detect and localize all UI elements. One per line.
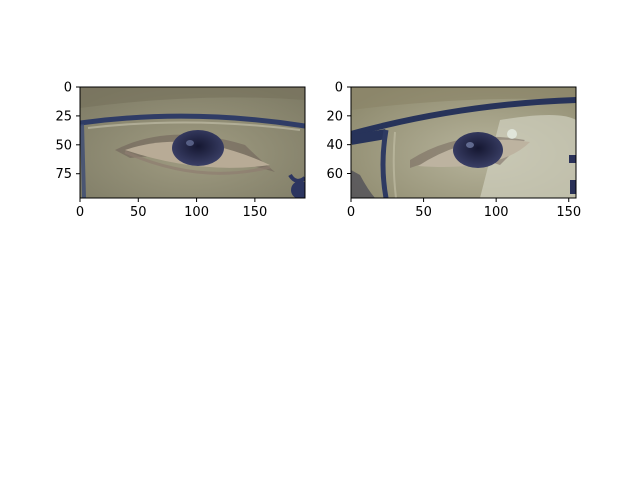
left-eye-panel: 0 50 100 150 0 25 50 75 bbox=[55, 81, 306, 221]
left-axis-ticks: 0 50 100 150 0 25 50 75 bbox=[55, 81, 267, 221]
left-x-tick-label: 50 bbox=[130, 205, 147, 220]
right-y-tick-label: 20 bbox=[326, 109, 343, 124]
left-y-tick-label: 25 bbox=[55, 109, 72, 124]
right-eye-panel: 0 50 100 150 0 20 40 60 bbox=[326, 81, 581, 221]
left-y-tick-label: 50 bbox=[55, 138, 72, 153]
right-x-tick-label: 0 bbox=[347, 205, 355, 220]
right-x-tick-label: 150 bbox=[556, 205, 581, 220]
right-axis-ticks: 0 50 100 150 0 20 40 60 bbox=[326, 81, 581, 221]
left-x-tick-label: 150 bbox=[242, 205, 267, 220]
right-axes-frame bbox=[350, 86, 577, 199]
left-x-tick-label: 0 bbox=[76, 205, 84, 220]
right-eye-image bbox=[351, 87, 576, 198]
right-x-tick-label: 50 bbox=[415, 205, 432, 220]
left-y-tick-label: 0 bbox=[64, 81, 72, 96]
left-eye-image bbox=[80, 87, 305, 198]
right-y-tick-label: 60 bbox=[326, 167, 343, 182]
right-x-tick-label: 100 bbox=[484, 205, 509, 220]
left-x-tick-label: 100 bbox=[184, 205, 209, 220]
left-y-tick-label: 75 bbox=[55, 167, 72, 182]
right-y-tick-label: 0 bbox=[335, 81, 343, 96]
right-y-tick-label: 40 bbox=[326, 138, 343, 153]
left-axes-frame bbox=[79, 86, 306, 199]
